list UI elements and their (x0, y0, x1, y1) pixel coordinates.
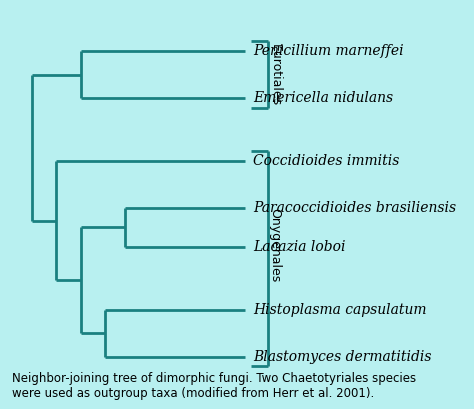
Text: Blastomyces dermatitidis: Blastomyces dermatitidis (254, 350, 432, 364)
Text: Coccidioides immitis: Coccidioides immitis (254, 154, 400, 168)
Text: Paracoccidioides brasiliensis: Paracoccidioides brasiliensis (254, 201, 456, 215)
Text: Histoplasma capsulatum: Histoplasma capsulatum (254, 303, 427, 317)
Text: Lacazia loboi: Lacazia loboi (254, 240, 346, 254)
Text: Eurotiales: Eurotiales (268, 44, 281, 106)
Text: Neighbor-joining tree of dimorphic fungi. Two Chaetotyriales species
were used a: Neighbor-joining tree of dimorphic fungi… (12, 372, 416, 400)
Text: Penicillium marneffei: Penicillium marneffei (254, 44, 404, 58)
Text: Emericella nidulans: Emericella nidulans (254, 91, 393, 105)
Text: Onygenales: Onygenales (268, 208, 281, 282)
